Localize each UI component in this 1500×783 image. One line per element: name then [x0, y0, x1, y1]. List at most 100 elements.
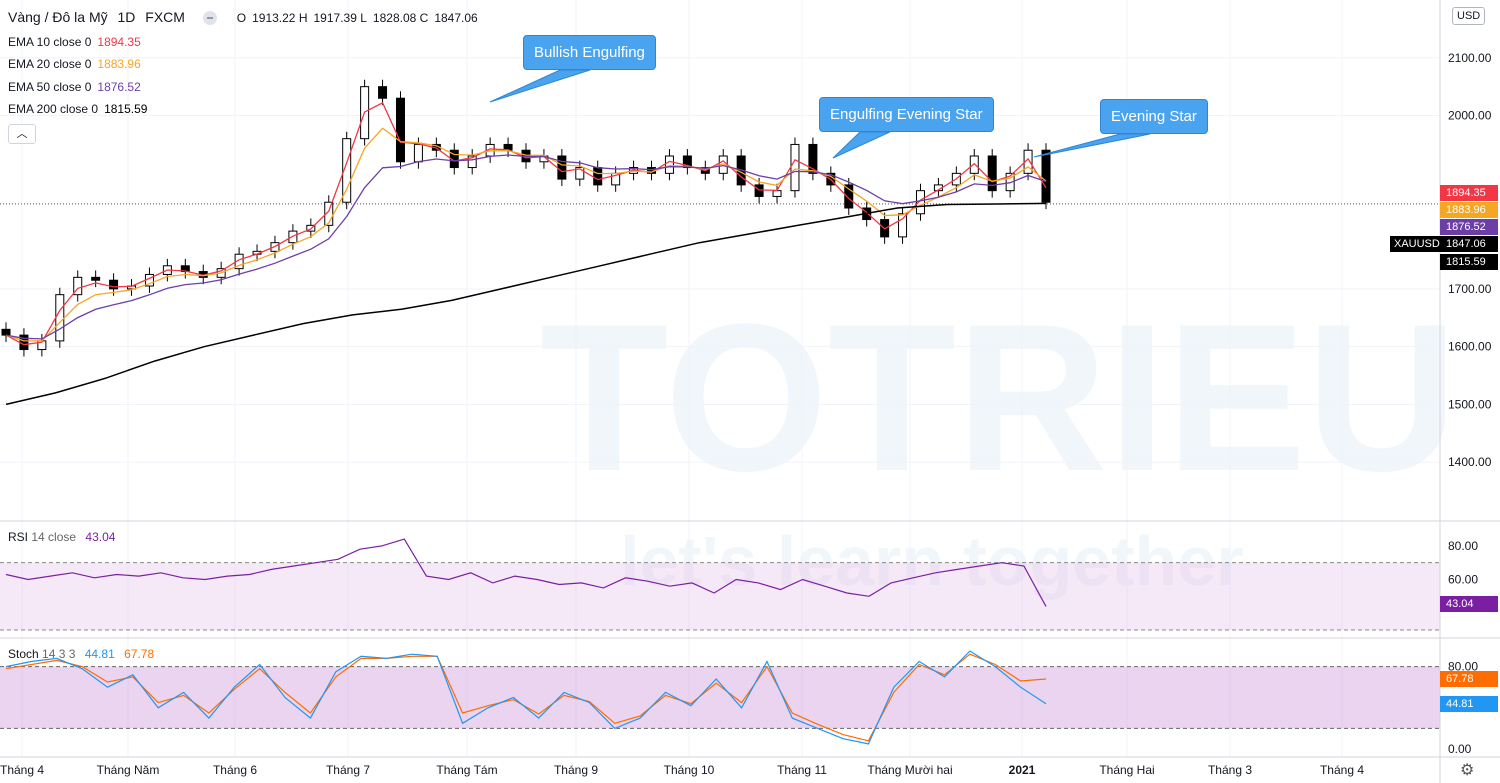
- ema20-price-tag: 1883.96: [1440, 202, 1498, 218]
- candle-body-23: [413, 143, 423, 163]
- candle-body-21: [378, 86, 388, 99]
- stoch-legend[interactable]: Stoch 14 3 3 44.81 67.78: [8, 647, 155, 661]
- y-tick-label-0: 2100.00: [1448, 51, 1492, 65]
- stoch-k-line: [5, 650, 1047, 745]
- x-tick-label-0: Tháng 4: [0, 763, 44, 777]
- rsi-line: [5, 538, 1047, 607]
- interval-label[interactable]: 1D: [117, 9, 136, 25]
- stoch-d-tag: 67.78: [1440, 671, 1498, 687]
- rsi-pane: 80.00 60.00: [0, 538, 1478, 631]
- candle-body-33: [593, 167, 603, 186]
- y-tick-label-2: 1700.00: [1448, 282, 1492, 296]
- candle-body-22: [395, 97, 405, 163]
- low-value: 1828.08: [372, 11, 417, 25]
- ema50-price-tag: 1876.52: [1440, 219, 1498, 235]
- candle-body-0: [1, 328, 11, 336]
- candle-body-13: [234, 253, 244, 270]
- candle-body-18: [324, 201, 334, 226]
- ema50-legend[interactable]: EMA 50 close 0 1876.52: [8, 80, 141, 94]
- stoch-tick-1: 0.00: [1448, 742, 1472, 756]
- gear-icon[interactable]: ⚙: [1460, 762, 1475, 779]
- candle-body-57: [1023, 149, 1033, 174]
- currency-button[interactable]: USD: [1452, 7, 1486, 25]
- callout-bullish-engulfing[interactable]: Bullish Engulfing: [523, 35, 656, 70]
- symbol-tag: XAUUSD: [1390, 236, 1444, 252]
- symbol-name[interactable]: Vàng / Đô la Mỹ: [8, 9, 108, 25]
- x-tick-label-12: Tháng 4: [1320, 763, 1364, 777]
- x-tick-label-7: Tháng 11: [777, 763, 827, 777]
- last-price-tag: 1847.06: [1440, 236, 1498, 252]
- candle-body-32: [575, 167, 585, 180]
- candle-body-47: [844, 184, 854, 209]
- x-tick-label-5: Tháng 9: [554, 763, 598, 777]
- ema10-price-tag: 1894.35: [1440, 185, 1498, 201]
- collapse-legend-button[interactable]: ︿: [8, 124, 36, 144]
- stoch-pane: 80.00 0.00: [0, 650, 1478, 756]
- candle-body-6: [109, 279, 119, 290]
- candle-body-3: [55, 294, 65, 342]
- callout-pointer-2: [1033, 133, 1151, 158]
- ohlc-values: O 1913.22 H 1917.39 L 1828.08 C 1847.06: [236, 11, 478, 25]
- candle-body-50: [898, 213, 908, 238]
- y-tick-label-5: 1400.00: [1448, 455, 1492, 469]
- ema200-legend[interactable]: EMA 200 close 0 1815.59: [8, 102, 148, 116]
- chevron-up-icon: ︿: [16, 128, 28, 140]
- candle-body-5: [91, 276, 101, 281]
- ema10-line: [5, 101, 1047, 346]
- ema10-legend[interactable]: EMA 10 close 0 1894.35: [8, 35, 141, 49]
- rsi-band: [0, 562, 1440, 630]
- x-tick-label-10: Tháng Hai: [1099, 763, 1154, 777]
- x-tick-label-11: Tháng 3: [1208, 763, 1252, 777]
- candle-body-54: [969, 155, 979, 174]
- stoch-band: [0, 666, 1440, 729]
- stoch-tick-0: 80.00: [1448, 660, 1478, 674]
- x-tick-label-2: Tháng 6: [213, 763, 257, 777]
- ema20-legend[interactable]: EMA 20 close 0 1883.96: [8, 57, 141, 71]
- ema200-price-tag: 1815.59: [1440, 254, 1498, 270]
- grid: [0, 0, 1440, 757]
- ema20-line: [5, 127, 1047, 342]
- x-tick-label-9: 2021: [1009, 763, 1036, 777]
- x-tick-label-4: Tháng Tám: [436, 763, 497, 777]
- callout-engulfing-evening-star[interactable]: Engulfing Evening Star: [819, 97, 994, 132]
- candle-body-45: [808, 143, 818, 174]
- price-pane: [1, 69, 1151, 406]
- candle-body-43: [772, 190, 782, 197]
- rsi-legend[interactable]: RSI 14 close 43.04: [8, 530, 116, 544]
- chart-legend-header: Vàng / Đô la Mỹ 1D FXCM O 1913.22 H 1917.3…: [8, 9, 484, 26]
- exchange-label: FXCM: [145, 9, 185, 25]
- close-value: 1847.06: [434, 11, 478, 25]
- candle-body-31: [557, 155, 567, 180]
- open-value: 1913.22: [252, 11, 296, 25]
- candle-body-51: [915, 190, 925, 215]
- x-tick-label-8: Tháng Mười hai: [867, 763, 952, 777]
- candle-body-37: [664, 155, 674, 174]
- callout-pointer-1: [832, 131, 891, 159]
- x-tick-label-6: Tháng 10: [664, 763, 715, 777]
- rsi-tick-1: 60.00: [1448, 573, 1478, 587]
- candle-body-42: [754, 184, 764, 197]
- candle-body-19: [342, 138, 352, 203]
- candle-body-38: [682, 155, 692, 169]
- stoch-k-tag: 44.81: [1440, 696, 1498, 712]
- y-tick-label-1: 2000.00: [1448, 109, 1492, 123]
- candle-body-44: [790, 143, 800, 192]
- candle-body-55: [987, 155, 997, 192]
- y-tick-label-4: 1500.00: [1448, 397, 1492, 411]
- candle-body-26: [467, 155, 477, 169]
- high-value: 1917.39: [313, 11, 357, 25]
- stoch-d-line: [5, 653, 1047, 742]
- callout-pointer-0: [489, 69, 591, 103]
- ema200-line: [5, 202, 1047, 406]
- watermark-title: TOTRIEU: [540, 280, 1458, 515]
- rsi-value-tag: 43.04: [1440, 596, 1498, 612]
- rsi-tick-0: 80.00: [1448, 539, 1478, 553]
- y-tick-label-3: 1600.00: [1448, 340, 1492, 354]
- x-tick-label-3: Tháng 7: [326, 763, 370, 777]
- callout-evening-star[interactable]: Evening Star: [1100, 99, 1208, 134]
- eye-icon[interactable]: [202, 11, 217, 26]
- x-tick-label-1: Tháng Năm: [97, 763, 160, 777]
